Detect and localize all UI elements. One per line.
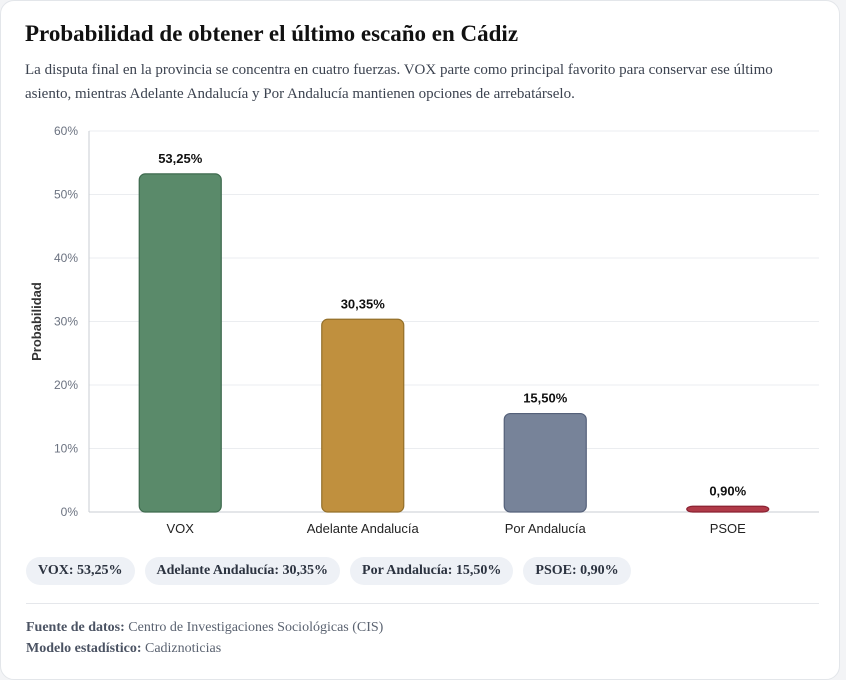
model-line: Modelo estadístico: Cadiznoticias (26, 641, 221, 657)
chart-subtitle: La disputa final en la provincia se conc… (25, 62, 773, 102)
summary-pill: Adelante Andalucía: 30,35% (144, 557, 341, 585)
summary-pill: PSOE: 0,90% (523, 557, 631, 585)
y-tick-label: 30% (54, 315, 78, 329)
bar (686, 505, 770, 513)
footer-divider (26, 603, 819, 604)
source-line: Fuente de datos: Centro de Investigacion… (26, 620, 383, 636)
x-tick-label: VOX (167, 521, 195, 536)
bar (503, 412, 587, 513)
summary-pill: Por Andalucía: 15,50% (350, 557, 514, 585)
y-axis-title: Probabilidad (29, 282, 44, 361)
model-value: Cadiznoticias (141, 641, 222, 656)
source-value: Centro de Investigaciones Sociológicas (… (124, 620, 384, 635)
y-tick-label: 50% (54, 188, 78, 202)
summary-pills: VOX: 53,25% Adelante Andalucía: 30,35% Por… (26, 557, 631, 585)
y-tick-label: 40% (54, 251, 78, 265)
data-label: 0,90% (709, 483, 746, 498)
x-tick-label: Por Andalucía (505, 521, 587, 536)
data-label: 53,25% (158, 151, 203, 166)
summary-pill: VOX: 53,25% (26, 557, 135, 585)
data-label: 15,50% (523, 391, 568, 406)
y-tick-label: 10% (54, 442, 78, 456)
y-tick-label: 20% (54, 378, 78, 392)
chart-title: Probabilidad de obtener el último escaño… (25, 21, 519, 46)
bar-chart: 0% 10% 20% 30% 40% 50% 60% 53,25% VOX 30,35% Adela… (29, 124, 819, 536)
x-tick-label: Adelante Andalucía (307, 521, 420, 536)
y-tick-label: 60% (54, 124, 78, 138)
bar (138, 173, 222, 513)
y-tick-label: 0% (61, 505, 79, 519)
source-label: Fuente de datos: (26, 620, 125, 635)
model-label: Modelo estadístico: (26, 641, 142, 656)
bar (321, 318, 405, 513)
data-label: 30,35% (341, 296, 386, 311)
x-tick-label: PSOE (710, 521, 746, 536)
